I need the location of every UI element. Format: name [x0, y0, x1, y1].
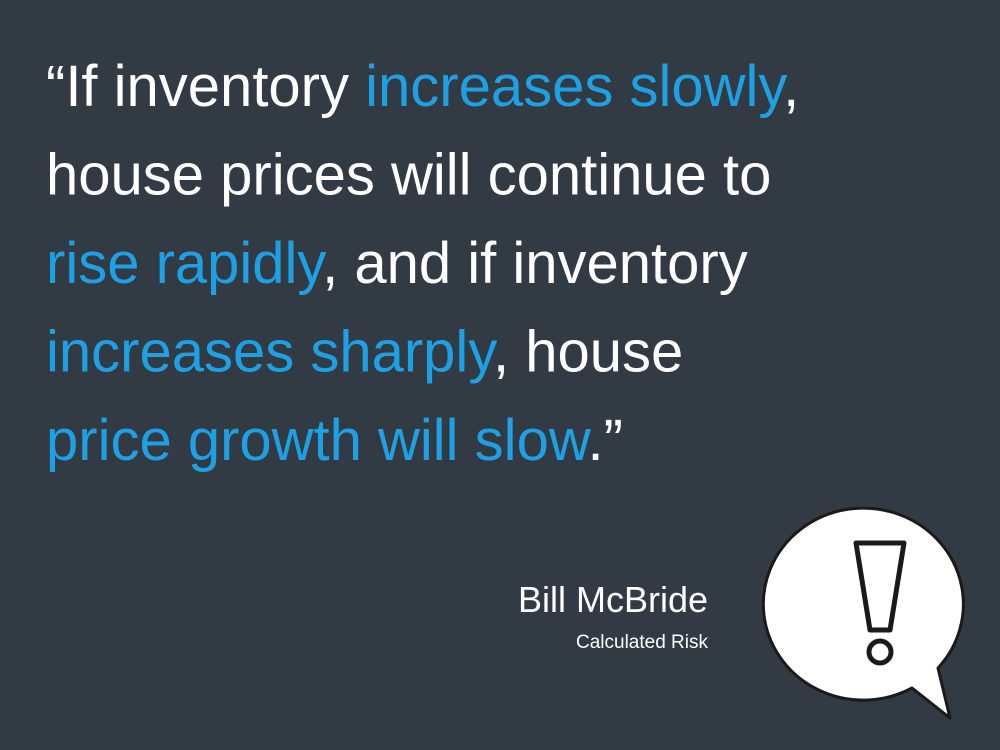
- exclamation-dot: [866, 638, 894, 666]
- quote-line: price growth will slow.”: [46, 408, 623, 473]
- bubble: [761, 506, 965, 720]
- quote-line: “If inventory increases slowly,: [46, 54, 799, 119]
- quote-text: , and if inventory: [322, 231, 748, 296]
- highlight-text: increases sharply: [46, 320, 497, 385]
- quote-text: , house: [493, 320, 683, 385]
- source: Calculated Risk: [576, 632, 708, 653]
- quote-line: house prices will continue to: [46, 143, 771, 208]
- highlight-text: price growth will slow: [46, 408, 592, 473]
- quote: “If inventory increases slowly,house pri…: [46, 54, 799, 473]
- quote-text: .”: [588, 408, 623, 473]
- quote-line: increases sharply, house: [46, 320, 683, 385]
- quote-text: ,: [783, 54, 799, 119]
- exclamation-bar: [853, 540, 907, 633]
- highlight-text: increases slowly: [365, 54, 787, 119]
- quote-text: “If inventory: [46, 54, 365, 119]
- speech-bubble: [761, 506, 965, 720]
- author: Bill McBride: [518, 579, 708, 620]
- highlight-text: rise rapidly: [46, 231, 326, 296]
- quote-line: rise rapidly, and if inventory: [46, 231, 748, 296]
- quote-text: house prices will continue to: [46, 143, 771, 208]
